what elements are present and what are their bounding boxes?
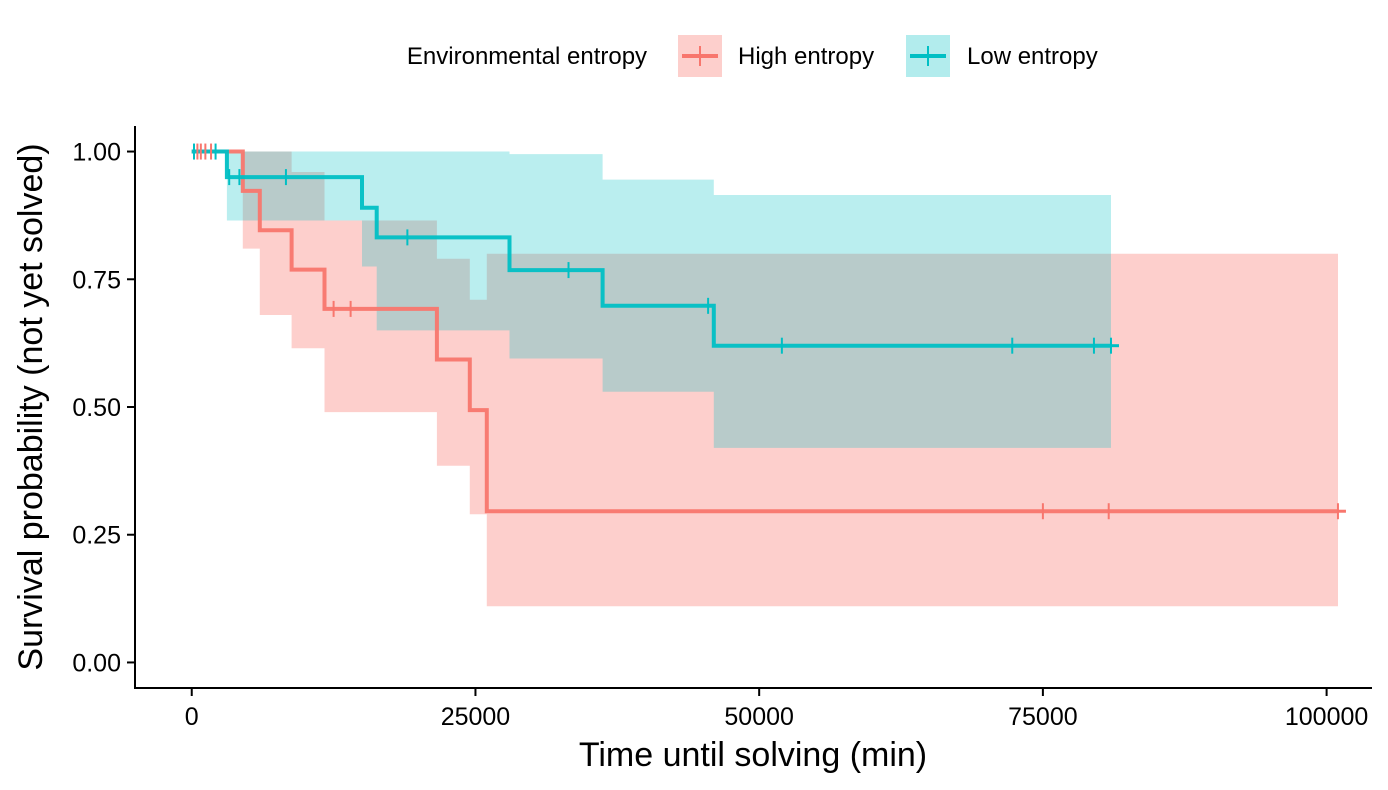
x-axis-ticks: 0 25000 50000 75000 100000: [185, 688, 1368, 731]
survival-curve-low-entropy: [191, 149, 1111, 348]
x-tick-label: 75000: [1008, 703, 1078, 731]
legend-title: Environmental entropy: [407, 43, 647, 70]
confidence-bands: [191, 151, 1339, 607]
y-tick-label: 0.25: [72, 522, 121, 550]
x-tick-label: 25000: [441, 703, 511, 731]
legend-label-high-entropy: High entropy: [738, 43, 874, 70]
censor-marks: [193, 143, 1346, 520]
x-tick-label: 50000: [724, 703, 794, 731]
legend: Environmental entropy High entropy Low e…: [407, 35, 1098, 77]
survival-curve-high-entropy: [191, 149, 1338, 514]
legend-label-low-entropy: Low entropy: [967, 43, 1098, 70]
survival-curves: [191, 149, 1338, 514]
x-axis-label: Time until solving (min): [579, 736, 927, 774]
y-axis-ticks: 0.00 0.25 0.50 0.75 1.00: [72, 139, 135, 677]
y-axis-label: Survival probability (not yet solved): [12, 143, 50, 670]
y-tick-label: 0.00: [72, 649, 121, 677]
y-tick-label: 0.50: [72, 394, 121, 422]
y-tick-label: 0.75: [72, 266, 121, 294]
confidence-band-high-entropy: [191, 151, 1339, 607]
confidence-band-low-entropy: [191, 151, 1111, 448]
x-tick-label: 0: [185, 703, 199, 731]
y-tick-label: 1.00: [72, 139, 121, 167]
x-tick-label: 100000: [1285, 703, 1368, 731]
